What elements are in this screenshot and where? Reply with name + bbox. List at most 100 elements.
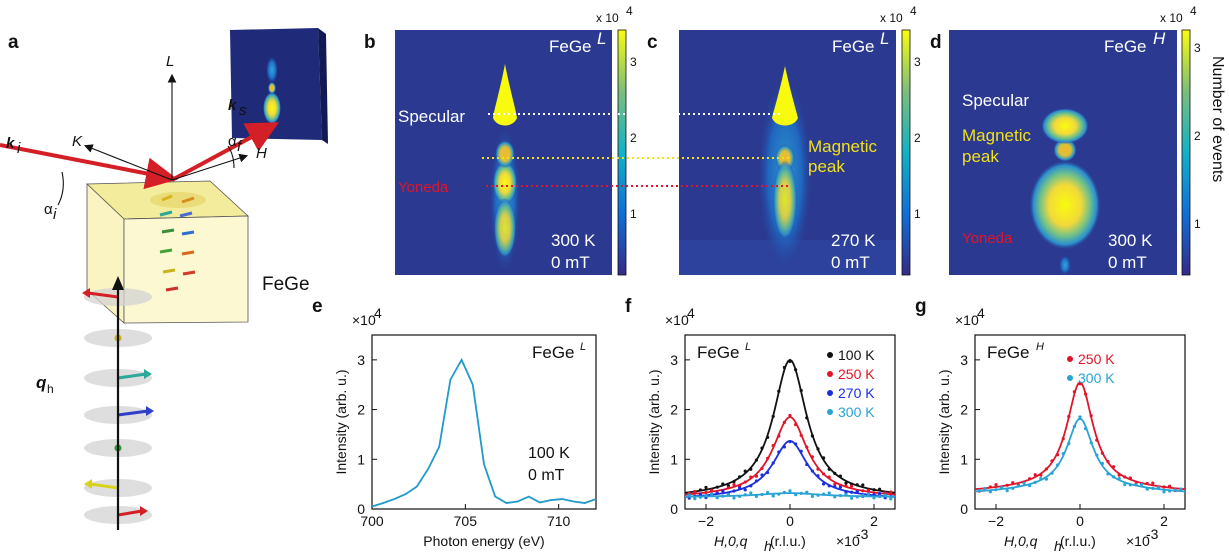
x-axis-label: H,0,q — [1004, 533, 1038, 549]
series-point — [738, 475, 742, 479]
series-point — [1056, 453, 1060, 457]
series-point — [693, 489, 697, 494]
series-point — [710, 488, 714, 492]
spin-arrowhead — [146, 406, 154, 416]
x-scale-label: ×10 — [836, 533, 860, 549]
series-point — [1128, 476, 1132, 480]
series-point — [1005, 483, 1009, 487]
series-point — [782, 365, 787, 370]
panel-label-b: b — [364, 32, 376, 53]
series-point — [977, 488, 981, 493]
series-line-e — [371, 357, 597, 508]
series-point — [732, 496, 736, 500]
x-tick-label: 2 — [1160, 513, 1168, 529]
series-point — [827, 475, 831, 479]
label-magnetic-c-1: Magnetic — [808, 137, 877, 156]
panel-label-f: f — [625, 296, 632, 317]
y-axis-label: Intensity (arb. u.) — [646, 369, 662, 474]
label-K: K — [72, 133, 83, 150]
series-point — [1112, 475, 1116, 479]
series-point — [693, 497, 697, 501]
series-point — [833, 485, 837, 489]
y-tick-label: 2 — [357, 402, 365, 418]
label-ks-sub: s — [239, 102, 247, 119]
series-point — [983, 486, 987, 491]
series-point — [1078, 382, 1082, 386]
y-tick-label: 1 — [357, 451, 365, 467]
temp-e: 100 K — [528, 445, 570, 462]
series-point — [704, 490, 708, 495]
legend-label: 270 K — [838, 385, 875, 401]
series-point — [749, 467, 753, 471]
series-point — [749, 484, 753, 488]
series-point — [889, 497, 893, 501]
series-point — [855, 490, 859, 494]
legend-label: 100 K — [838, 347, 875, 363]
temp-d: 300 K — [1108, 231, 1153, 250]
spin-arrow — [117, 409, 149, 417]
y-tick-label: 1 — [670, 451, 678, 467]
series-point — [782, 490, 787, 495]
y-tick-label: 0 — [670, 501, 678, 517]
legend-marker — [827, 371, 833, 377]
series-point — [721, 494, 725, 498]
series-point — [1016, 484, 1021, 488]
series-point — [1162, 485, 1166, 489]
series-point — [816, 467, 820, 471]
y-scale-label: ×10 — [665, 312, 689, 328]
x-tick-label: −2 — [698, 513, 714, 529]
cbar-scale-c: x 10 — [880, 11, 903, 25]
label-alpha-f: α — [228, 133, 237, 150]
cbar-tick-b-1: 1 — [630, 207, 637, 221]
series-point — [994, 488, 998, 492]
label-yoneda-b: Yoneda — [398, 179, 449, 196]
spin-arrow — [117, 372, 147, 380]
y-tick-label: 3 — [670, 352, 678, 368]
series-point — [1095, 438, 1099, 442]
series-point — [1072, 424, 1076, 429]
y-axis-label: Intensity (arb. u.) — [936, 369, 952, 474]
cbar-label-d: Number of events — [1209, 56, 1226, 182]
series-point — [1067, 414, 1071, 419]
series-point — [1100, 451, 1104, 455]
panel-d: d FeGe H Specular Magnetic peak Yoneda 3… — [930, 4, 1226, 276]
series-point — [732, 489, 736, 493]
legend-marker — [1067, 356, 1073, 362]
y-scale-exp: 4 — [687, 305, 695, 321]
cbar-tick-b-3: 3 — [630, 55, 637, 69]
series-point — [788, 413, 792, 418]
series-point — [782, 420, 787, 424]
series-point — [766, 435, 770, 439]
series-point — [827, 491, 831, 495]
series-point — [754, 458, 759, 462]
label-ks: k — [228, 97, 237, 114]
series-point — [816, 474, 820, 478]
series-point — [816, 447, 820, 451]
series-point — [1145, 487, 1149, 491]
incident-beam — [0, 143, 178, 190]
panel-label-d: d — [930, 32, 942, 53]
plot-e: 700 705 710 0 1 2 3 Intensity (arb. u.) ×104 Phot… — [333, 305, 597, 549]
series-point — [1028, 484, 1032, 488]
panel-label-a: a — [8, 32, 19, 53]
label-alpha-i: α — [44, 201, 53, 218]
x-scale-exp: -3 — [856, 526, 869, 542]
series-point — [878, 494, 882, 499]
series-point — [1162, 490, 1166, 494]
scattered-beam — [171, 122, 280, 182]
cbar-scale-b: x 10 — [596, 11, 619, 25]
x-scale-exp: -3 — [1146, 526, 1159, 542]
series-point — [771, 444, 775, 448]
series-point — [850, 484, 854, 488]
qh-spin-stack — [82, 276, 154, 530]
series-point — [760, 446, 764, 450]
x-tick-label: 0 — [1076, 513, 1084, 529]
x-tick-label: 0 — [786, 513, 794, 529]
series-point — [1117, 476, 1121, 481]
series-point — [1050, 471, 1054, 475]
label-qh-sub: h — [47, 382, 54, 396]
series-point — [794, 422, 798, 427]
label-specular-b: Specular — [398, 107, 465, 126]
series-point — [844, 484, 848, 488]
